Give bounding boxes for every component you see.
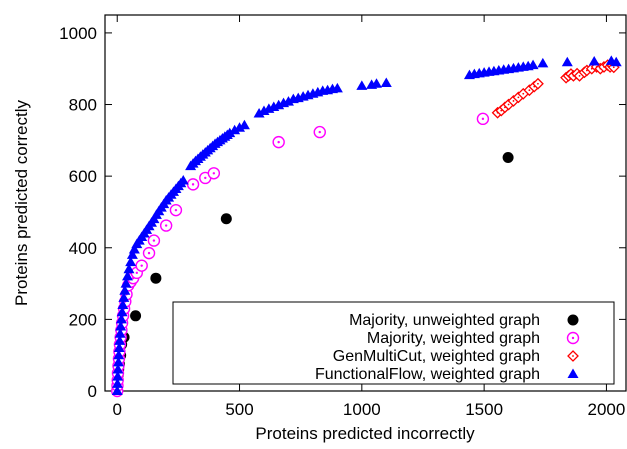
y-tick-label: 800 bbox=[69, 96, 97, 115]
data-point bbox=[238, 119, 250, 130]
legend-marker bbox=[566, 331, 580, 345]
data-point bbox=[610, 56, 622, 67]
data-point bbox=[282, 96, 294, 106]
data-point bbox=[118, 292, 130, 302]
y-tick-label: 600 bbox=[69, 167, 97, 186]
data-point bbox=[126, 249, 138, 259]
data-point bbox=[130, 310, 142, 322]
data-point bbox=[207, 167, 221, 180]
data-point bbox=[253, 107, 265, 118]
data-point bbox=[177, 174, 189, 185]
data-point bbox=[532, 77, 544, 90]
data-point bbox=[113, 349, 125, 360]
data-point bbox=[561, 56, 573, 67]
data-point bbox=[527, 59, 539, 70]
y-tick-label: 400 bbox=[69, 239, 97, 258]
legend-label: Majority, weighted graph bbox=[367, 330, 540, 347]
data-point bbox=[117, 299, 129, 310]
data-point bbox=[371, 78, 383, 88]
x-axis-label: Proteins predicted incorrectly bbox=[255, 424, 475, 443]
data-point bbox=[112, 371, 124, 381]
legend-box bbox=[172, 301, 615, 385]
data-point bbox=[147, 234, 161, 247]
data-point bbox=[356, 80, 368, 90]
data-point bbox=[186, 178, 200, 191]
data-point bbox=[112, 356, 124, 367]
data-point bbox=[113, 342, 125, 353]
x-tick-label: 2000 bbox=[588, 400, 626, 419]
y-tick-label: 200 bbox=[69, 310, 97, 329]
data-point bbox=[331, 82, 343, 93]
legend-marker bbox=[567, 314, 579, 326]
x-tick-label: 500 bbox=[225, 400, 253, 419]
series-3 bbox=[491, 59, 620, 119]
data-point bbox=[272, 135, 285, 149]
data-point bbox=[142, 246, 156, 260]
y-tick-label: 0 bbox=[88, 382, 97, 401]
series-4 bbox=[111, 55, 622, 395]
axis-ticks: 0 500 1000 1500 2000 0 200 400 600 800 1000 bbox=[59, 15, 626, 419]
data-point bbox=[150, 272, 162, 284]
x-tick-label: 0 bbox=[112, 400, 121, 419]
data-point bbox=[380, 77, 392, 88]
data-point bbox=[220, 213, 232, 225]
data-point bbox=[588, 56, 600, 66]
legend-marker bbox=[567, 368, 579, 378]
data-point bbox=[476, 112, 490, 126]
data-point bbox=[224, 127, 236, 138]
legend-label: Majority, unweighted graph bbox=[349, 312, 540, 329]
data-point bbox=[229, 124, 241, 135]
data-point bbox=[123, 263, 135, 274]
data-point bbox=[112, 364, 124, 374]
data-point bbox=[115, 313, 127, 324]
data-point bbox=[135, 259, 148, 272]
data-point bbox=[114, 328, 126, 338]
data-points bbox=[111, 55, 622, 398]
data-point bbox=[128, 244, 140, 254]
y-axis-label: Proteins predicted correctly bbox=[12, 100, 31, 306]
data-point bbox=[116, 306, 128, 317]
data-point bbox=[111, 385, 123, 395]
data-point bbox=[111, 378, 123, 388]
data-point bbox=[234, 122, 246, 132]
data-point bbox=[169, 203, 183, 217]
plot-frame bbox=[104, 14, 627, 392]
data-point bbox=[119, 285, 131, 295]
data-point bbox=[120, 278, 132, 288]
data-point bbox=[159, 219, 173, 232]
data-point bbox=[122, 270, 134, 281]
data-point bbox=[115, 321, 127, 331]
x-tick-label: 1000 bbox=[343, 400, 381, 419]
data-point bbox=[313, 125, 326, 139]
legend-label: FunctionalFlow, weighted graph bbox=[315, 366, 540, 383]
data-point bbox=[114, 335, 126, 345]
x-tick-label: 1500 bbox=[465, 400, 503, 419]
legend-marker bbox=[567, 350, 579, 362]
data-point bbox=[125, 256, 137, 267]
legend-label: GenMultiCut, weighted graph bbox=[333, 348, 540, 365]
data-point bbox=[537, 57, 549, 68]
y-tick-label: 1000 bbox=[59, 24, 97, 43]
data-point bbox=[502, 152, 514, 164]
